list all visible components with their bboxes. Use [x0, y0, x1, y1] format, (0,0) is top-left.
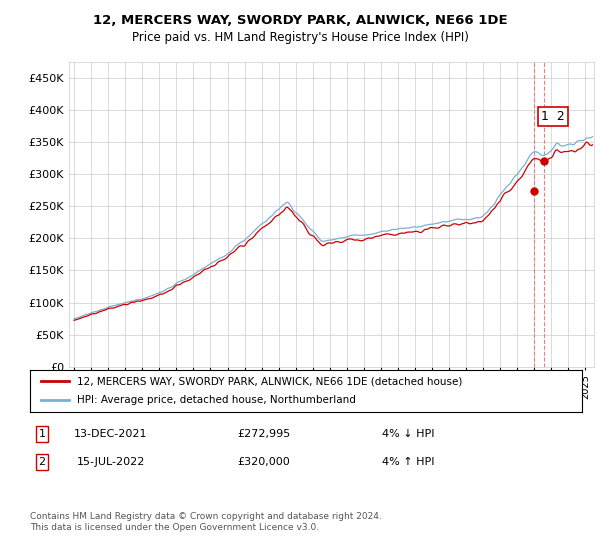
Text: 12, MERCERS WAY, SWORDY PARK, ALNWICK, NE66 1DE (detached house): 12, MERCERS WAY, SWORDY PARK, ALNWICK, N…	[77, 376, 462, 386]
Text: Price paid vs. HM Land Registry's House Price Index (HPI): Price paid vs. HM Land Registry's House …	[131, 31, 469, 44]
Text: HPI: Average price, detached house, Northumberland: HPI: Average price, detached house, Nort…	[77, 395, 356, 405]
Text: 2: 2	[38, 457, 46, 467]
Text: 1  2: 1 2	[541, 110, 565, 123]
Text: 4% ↓ HPI: 4% ↓ HPI	[382, 429, 434, 439]
Text: £320,000: £320,000	[238, 457, 290, 467]
Text: 15-JUL-2022: 15-JUL-2022	[77, 457, 145, 467]
Text: £272,995: £272,995	[238, 429, 290, 439]
Text: 4% ↑ HPI: 4% ↑ HPI	[382, 457, 434, 467]
Text: 13-DEC-2021: 13-DEC-2021	[74, 429, 148, 439]
Text: Contains HM Land Registry data © Crown copyright and database right 2024.
This d: Contains HM Land Registry data © Crown c…	[30, 512, 382, 532]
Text: 12, MERCERS WAY, SWORDY PARK, ALNWICK, NE66 1DE: 12, MERCERS WAY, SWORDY PARK, ALNWICK, N…	[92, 14, 508, 27]
Text: 1: 1	[38, 429, 46, 439]
